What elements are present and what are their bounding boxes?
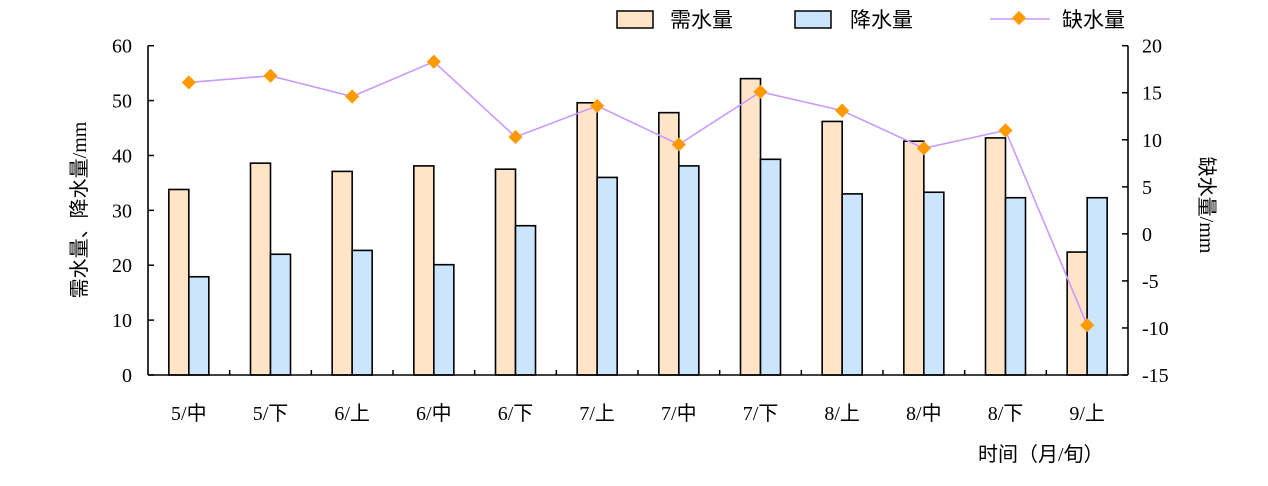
line-deficit [188,60,1088,326]
y-tick-label-left: 20 [112,255,132,277]
x-tick-label: 5/中 [171,402,207,425]
y-tick-label-left: 60 [112,36,132,58]
bar-demand [413,165,435,376]
bar-rain [1004,196,1027,376]
y-tick-label-right: 5 [1142,177,1152,199]
bar-rain [923,191,945,376]
x-tick-label: 9/上 [1069,402,1105,425]
y-axis-label-left: 需水量、降水量/mm [68,121,91,298]
point-deficit [426,54,441,69]
bar-rain [841,193,863,376]
bar-demand [331,170,353,376]
y-tick-label-right: 10 [1142,130,1162,152]
bar-demand [739,77,762,376]
x-tick-label: 7/上 [579,402,615,425]
y-tick-label-left: 0 [122,365,132,387]
x-tick-label: 8/下 [988,403,1024,425]
bar-demand [903,140,925,376]
y-tick-label-left: 50 [112,91,132,113]
bar-demand [249,162,272,376]
bar-rain [596,176,618,376]
y-tick-label-left: 10 [112,310,132,332]
point-deficit [345,89,360,104]
point-deficit [508,129,523,145]
x-tick-label: 6/中 [416,402,452,425]
y-tick-label-right: -5 [1142,271,1159,293]
x-axis-label: 时间（月/旬） [978,443,1104,466]
bar-demand [658,111,680,376]
bar-rain [678,165,700,376]
bar-rain [269,253,292,376]
point-deficit [1080,318,1095,333]
legend: 需水量 降水量 缺水量 [616,8,1125,32]
y-tick-label-left: 40 [112,145,132,167]
y-tick-label-right: 15 [1142,83,1162,105]
x-tick-label: 7/下 [743,403,779,425]
point-deficit [835,103,850,118]
y-tick-label-right: 20 [1142,36,1162,58]
x-tick-label: 6/下 [498,403,534,425]
x-tick-label: 8/中 [906,402,942,425]
bar-demand [1066,251,1088,376]
legend-marker-deficit [1011,10,1027,26]
bar-rain [351,249,373,376]
legend-label-demand: 需水量 [670,8,733,32]
y-tick-label-left: 30 [112,200,132,222]
y-tick-label-right: 0 [1142,224,1152,246]
bar-rain [514,224,537,376]
bar-demand [821,120,843,376]
bar-demand [494,168,517,376]
point-deficit [181,75,196,90]
point-deficit [671,137,686,152]
bar-demand [576,101,598,376]
bar-demand [984,137,1007,376]
bar-rain [433,263,455,376]
point-deficit [753,84,768,99]
bar-rain [1086,196,1108,376]
legend-label-deficit: 缺水量 [1062,8,1125,32]
x-tick-label: 8/上 [824,402,860,425]
x-tick-label: 5/下 [253,403,289,425]
point-deficit [998,123,1013,138]
bar-rain [188,275,210,376]
bar-demand [168,188,190,376]
legend-label-rain: 降水量 [850,8,913,32]
point-deficit [590,98,605,113]
y-axis-label-right: 缺水量/mm [1195,157,1218,254]
bar-rain [759,158,782,376]
point-deficit [263,68,278,83]
legend-swatch-rain [794,10,832,29]
x-tick-label: 6/上 [334,402,370,425]
point-deficit [916,141,931,156]
legend-swatch-demand [616,10,654,29]
y-tick-label-right: -15 [1142,365,1169,387]
y-tick-label-right: -10 [1142,318,1169,340]
x-tick-label: 7/中 [661,402,697,425]
